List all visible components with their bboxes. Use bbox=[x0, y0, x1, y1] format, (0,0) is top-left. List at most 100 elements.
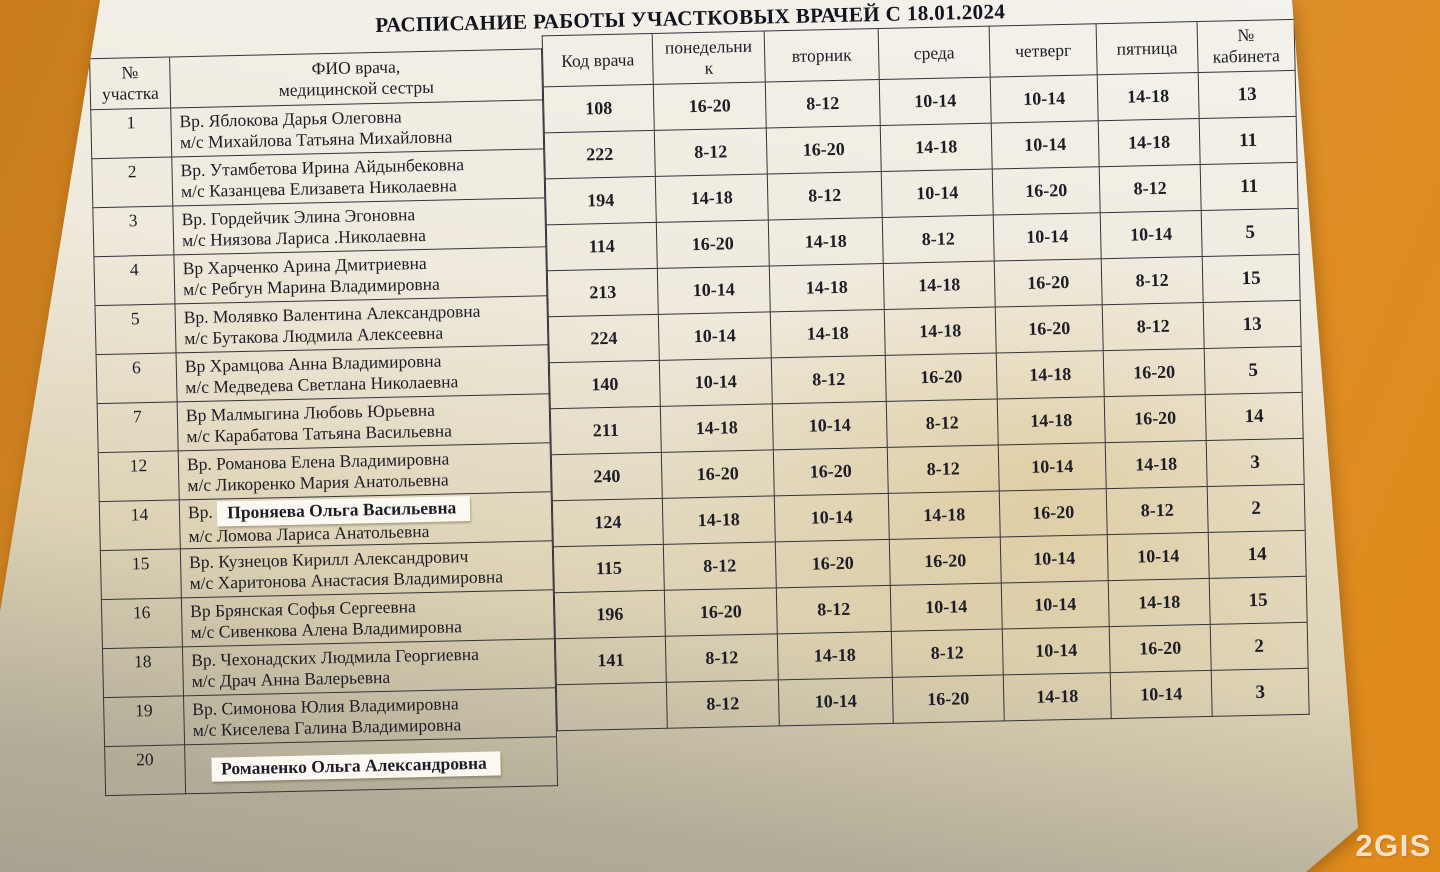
fio-cell: Вр. Яблокова Дарья Олеговна м/с Михайлова… bbox=[170, 99, 544, 157]
work-hours-day-1: 8-12 bbox=[765, 79, 881, 128]
fio-cell: Романенко Ольга Александровна bbox=[184, 736, 558, 794]
work-hours-day-2: 8-12 bbox=[886, 399, 999, 448]
work-hours-day-1: 10-14 bbox=[774, 493, 890, 542]
work-hours-day-3: 10-14 bbox=[993, 212, 1102, 262]
header-day-4: пятница bbox=[1096, 21, 1199, 75]
header-uchastok: № участка bbox=[89, 56, 171, 110]
2gis-watermark: 2GIS bbox=[1355, 828, 1432, 863]
work-hours-day-1: 16-20 bbox=[775, 539, 891, 588]
cabinet-number: 3 bbox=[1206, 438, 1305, 487]
header-day-0: понедельни к bbox=[652, 31, 766, 85]
fio-cell: Вр Брянская Софья Сергеевна м/с Сивенкова… bbox=[181, 589, 555, 647]
cabinet-number: 14 bbox=[1205, 392, 1304, 441]
pasted-name-label: Романенко Ольга Александровна bbox=[210, 751, 502, 782]
work-hours-day-3: 14-18 bbox=[997, 396, 1106, 446]
cabinet-number: 5 bbox=[1204, 346, 1303, 395]
uchastok-number: 2 bbox=[91, 156, 173, 208]
cabinet-number: 5 bbox=[1201, 208, 1300, 257]
header-day-3: четверг bbox=[989, 23, 1098, 78]
document-content: РАСПИСАНИЕ РАБОТЫ УЧАСТКОВЫХ ВРАЧЕЙ С 18… bbox=[88, 0, 1310, 796]
doctor-code: 194 bbox=[545, 176, 657, 225]
fio-cell: Вр. Утамбетова Ирина Айдынбековна м/с Каз… bbox=[171, 148, 545, 206]
fio-cell: Вр. Симонова Юлия Владимировна м/с Киселе… bbox=[183, 687, 557, 745]
fio-cell: Вр. Чехонадских Людмила Георгиевна м/с Др… bbox=[182, 638, 556, 696]
doctor-code: 211 bbox=[550, 406, 662, 455]
fio-cell: Вр. Проняева Ольга Васильевна м/с Ломова … bbox=[179, 491, 553, 549]
header-cabinet: № кабинета bbox=[1197, 19, 1296, 73]
fio-cell: Вр Харченко Арина Дмитриевна м/с Ребгун М… bbox=[173, 246, 547, 304]
uchastok-number: 15 bbox=[100, 548, 182, 600]
work-hours-day-2: 10-14 bbox=[879, 77, 992, 126]
work-hours-day-0: 14-18 bbox=[660, 403, 774, 453]
work-hours-day-2: 10-14 bbox=[881, 169, 994, 218]
work-hours-day-2: 14-18 bbox=[883, 261, 996, 310]
work-hours-day-2: 8-12 bbox=[891, 628, 1004, 678]
work-hours-day-1: 16-20 bbox=[773, 447, 889, 496]
work-hours-day-0: 8-12 bbox=[663, 541, 777, 591]
uchastok-number: 3 bbox=[92, 205, 174, 257]
uchastok-number: 14 bbox=[99, 499, 181, 551]
table-left-section: № участка ФИО врача, медицинской сестры 1 Вр… bbox=[89, 48, 558, 796]
uchastok-number: 18 bbox=[102, 646, 184, 698]
cabinet-number: 14 bbox=[1208, 530, 1307, 579]
work-hours-day-1: 8-12 bbox=[771, 355, 887, 404]
doctor-code: 213 bbox=[547, 268, 659, 317]
work-hours-day-3: 14-18 bbox=[996, 350, 1105, 400]
doctor-code: 196 bbox=[554, 590, 666, 639]
work-hours-day-2: 16-20 bbox=[892, 674, 1005, 724]
fio-cell: Вр. Молявко Валентина Александровна м/с Б… bbox=[174, 295, 548, 353]
work-hours-day-4: 8-12 bbox=[1099, 164, 1202, 213]
work-hours-day-0: 10-14 bbox=[657, 265, 771, 315]
table-row: 20 Романенко Ольга Александровна bbox=[104, 736, 558, 796]
work-hours-day-0: 8-12 bbox=[654, 127, 768, 177]
uchastok-number: 4 bbox=[93, 254, 175, 306]
work-hours-day-2: 8-12 bbox=[887, 445, 1000, 494]
doctor-code: 141 bbox=[555, 636, 667, 685]
work-hours-day-0: 8-12 bbox=[665, 633, 779, 683]
work-hours-day-3: 10-14 bbox=[990, 74, 1099, 124]
fio-cell: Вр. Романова Елена Владимировна м/с Ликор… bbox=[178, 442, 552, 500]
work-hours-day-3: 16-20 bbox=[992, 166, 1101, 216]
doctor-code: 115 bbox=[553, 544, 665, 593]
work-hours-day-4: 10-14 bbox=[1110, 670, 1213, 719]
work-hours-day-1: 14-18 bbox=[777, 631, 893, 680]
work-hours-day-0: 16-20 bbox=[661, 449, 775, 499]
work-hours-day-4: 16-20 bbox=[1104, 394, 1207, 443]
doctor-code: 124 bbox=[552, 498, 664, 547]
cabinet-number: 11 bbox=[1200, 162, 1299, 211]
work-hours-day-0: 16-20 bbox=[653, 81, 767, 131]
work-hours-day-3: 10-14 bbox=[1000, 534, 1109, 583]
work-hours-day-3: 16-20 bbox=[995, 304, 1104, 354]
work-hours-day-3: 16-20 bbox=[994, 258, 1103, 308]
work-hours-day-2: 16-20 bbox=[889, 536, 1002, 586]
doctor-code: 114 bbox=[546, 222, 658, 271]
header-day-1: вторник bbox=[764, 28, 880, 82]
table-right-section: Код врача понедельни к вторник среда четверг п… bbox=[542, 19, 1310, 731]
work-hours-day-2: 14-18 bbox=[884, 307, 997, 356]
doctor-code bbox=[556, 682, 668, 731]
work-hours-day-2: 14-18 bbox=[880, 123, 993, 172]
work-hours-day-4: 8-12 bbox=[1102, 302, 1205, 351]
work-hours-day-4: 8-12 bbox=[1106, 486, 1209, 535]
header-fio: ФИО врача, медицинской сестры bbox=[169, 48, 543, 108]
header-day-2: среда bbox=[878, 26, 991, 80]
work-hours-day-4: 14-18 bbox=[1097, 72, 1200, 121]
work-hours-day-4: 14-18 bbox=[1105, 440, 1208, 489]
work-hours-day-0: 14-18 bbox=[655, 173, 769, 223]
work-hours-day-4: 14-18 bbox=[1098, 118, 1201, 167]
schedule-table: № участка ФИО врача, медицинской сестры 1 Вр… bbox=[89, 19, 1310, 796]
work-hours-day-3: 16-20 bbox=[999, 488, 1108, 537]
cabinet-number: 13 bbox=[1198, 70, 1297, 119]
right-rows: 108 16-20 8-12 10-14 10-14 14-18 13 222 8-12 16-2… bbox=[543, 70, 1310, 731]
work-hours-day-1: 10-14 bbox=[778, 677, 894, 726]
cabinet-number: 11 bbox=[1199, 116, 1298, 165]
uchastok-number: 16 bbox=[101, 597, 183, 649]
uchastok-number: 12 bbox=[98, 450, 180, 502]
cabinet-number: 15 bbox=[1209, 576, 1308, 625]
cabinet-number: 15 bbox=[1202, 254, 1301, 303]
work-hours-day-4: 16-20 bbox=[1103, 348, 1206, 397]
work-hours-day-0: 10-14 bbox=[658, 311, 772, 361]
work-hours-day-3: 10-14 bbox=[998, 442, 1107, 491]
